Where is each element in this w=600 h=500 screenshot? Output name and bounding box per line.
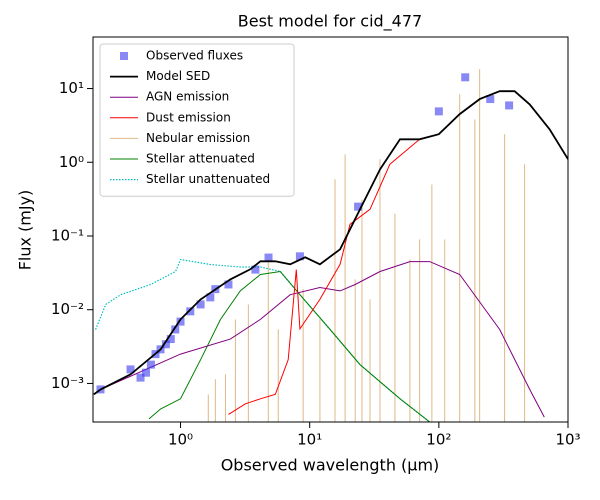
observed-point	[141, 368, 150, 377]
observed-point	[461, 73, 470, 82]
legend-label: Observed fluxes	[146, 49, 243, 63]
x-tick-label: 10⁰	[168, 431, 193, 449]
x-tick-label: 10³	[555, 431, 580, 449]
legend-label: AGN emission	[146, 90, 229, 104]
observed-point	[186, 307, 195, 316]
legend-label: Model SED	[146, 69, 210, 83]
observed-point	[126, 365, 135, 374]
observed-point	[505, 101, 514, 110]
observed-point	[176, 317, 185, 326]
x-tick-label: 10¹	[297, 431, 322, 449]
observed-point	[166, 335, 175, 344]
observed-point	[171, 325, 180, 334]
axes: 10⁰ 10¹ 10² 10³ 10⁻³ 10⁻² 10⁻¹ 10⁰ 10¹	[51, 36, 581, 449]
y-tick-label: 10⁻³	[51, 374, 84, 392]
y-tick-label: 10¹	[59, 79, 84, 97]
y-tick-label: 10⁻²	[51, 300, 84, 318]
legend-label: Dust emission	[146, 110, 231, 124]
observed-point	[136, 373, 145, 382]
legend-marker	[120, 52, 128, 60]
observed-point	[206, 293, 215, 302]
legend-label: Stellar attenuated	[146, 152, 255, 166]
y-tick-label: 10⁻¹	[51, 226, 84, 244]
observed-point	[295, 252, 304, 261]
x-axis-label: Observed wavelength (μm)	[221, 456, 440, 475]
legend-label: Stellar unattenuated	[146, 172, 270, 186]
observed-point	[354, 202, 363, 211]
legend-label: Nebular emission	[146, 131, 250, 145]
observed-point	[146, 360, 155, 369]
observed-point	[224, 280, 233, 289]
observed-point	[264, 253, 273, 262]
y-tick-label: 10⁰	[59, 153, 84, 171]
series-line	[93, 90, 568, 396]
x-tick-label: 10²	[426, 431, 451, 449]
legend-box	[99, 43, 295, 197]
observed-point	[196, 300, 205, 309]
series-line	[148, 270, 431, 422]
series-line	[100, 261, 545, 418]
observed-point	[434, 107, 443, 116]
observed-point	[251, 265, 260, 274]
legend: Observed fluxes Model SED AGN emission Dust…	[99, 43, 295, 197]
series-line	[95, 258, 431, 422]
plot-area	[93, 69, 568, 422]
plot-frame	[92, 36, 569, 423]
observed-point	[486, 95, 495, 104]
observed-point	[161, 340, 170, 349]
chart-title: Best model for cid_477	[238, 12, 422, 32]
y-axis-label: Flux (mJy)	[16, 190, 35, 271]
